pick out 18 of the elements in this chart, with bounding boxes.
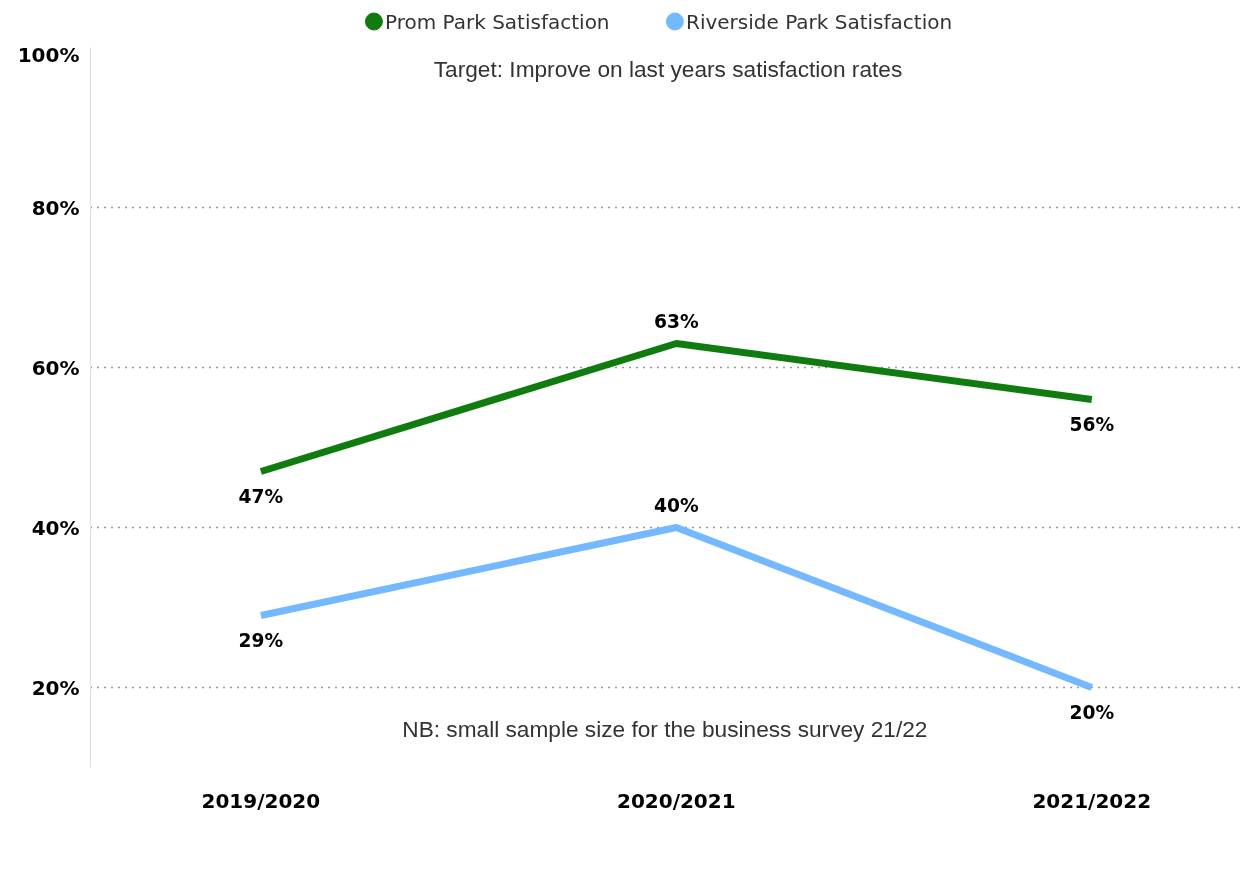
y-tick-label: 60% bbox=[31, 355, 80, 380]
annotation: NB: small sample size for the business survey 21/22 bbox=[402, 715, 928, 742]
y-tick-label: 40% bbox=[31, 515, 80, 540]
data-label: 63% bbox=[653, 310, 699, 332]
legend-label: Prom Park Satisfaction bbox=[385, 9, 610, 34]
data-label: 47% bbox=[238, 485, 284, 507]
data-label: 56% bbox=[1069, 413, 1115, 435]
x-tick-label: 2021/2022 bbox=[1032, 788, 1152, 813]
y-tick-label: 80% bbox=[31, 195, 80, 220]
x-tick-label: 2019/2020 bbox=[201, 788, 321, 813]
y-tick-label: 20% bbox=[31, 675, 80, 700]
annotation: Target: Improve on last years satisfaction rates bbox=[433, 55, 903, 82]
legend-label: Riverside Park Satisfaction bbox=[686, 9, 953, 34]
data-label: 29% bbox=[238, 629, 284, 651]
data-label: 40% bbox=[653, 494, 699, 516]
y-tick-label: 100% bbox=[17, 42, 80, 67]
data-label: 20% bbox=[1069, 701, 1115, 723]
x-tick-label: 2020/2021 bbox=[616, 788, 736, 813]
